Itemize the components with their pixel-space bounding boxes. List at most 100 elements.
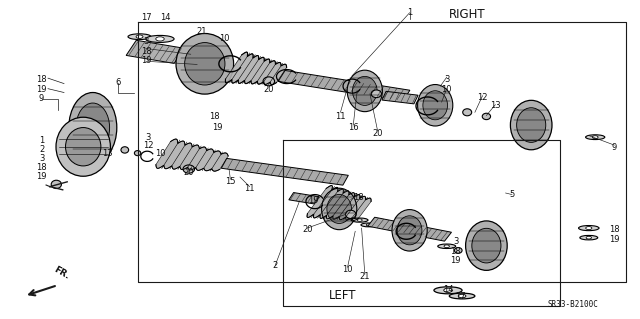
Text: 21: 21 [360,272,370,281]
Ellipse shape [185,43,225,85]
Text: 21: 21 [196,27,207,36]
Text: 6: 6 [116,78,121,87]
Text: 9: 9 [612,143,617,152]
Text: 19: 19 [308,196,319,205]
Ellipse shape [444,245,449,248]
Text: 18: 18 [451,247,461,256]
Text: 16: 16 [348,123,358,132]
Text: 17: 17 [456,292,466,300]
Ellipse shape [346,210,356,219]
Polygon shape [225,52,287,85]
Ellipse shape [146,35,174,42]
Text: 3: 3 [453,237,458,246]
Text: 18: 18 [353,193,364,202]
Ellipse shape [438,244,456,249]
Text: 2: 2 [39,145,44,154]
Ellipse shape [136,35,143,38]
Text: 10: 10 [155,149,165,158]
Ellipse shape [134,151,141,156]
Polygon shape [368,217,451,241]
Ellipse shape [176,33,234,94]
Text: 18: 18 [609,225,620,234]
Text: 3: 3 [146,133,151,142]
Ellipse shape [454,248,462,253]
Ellipse shape [357,219,362,221]
Ellipse shape [76,103,109,152]
Ellipse shape [397,216,422,245]
Text: RIGHT: RIGHT [449,8,486,21]
Ellipse shape [327,195,351,223]
Text: 9: 9 [39,94,44,103]
Polygon shape [382,91,418,104]
Ellipse shape [463,109,472,116]
Text: 20: 20 [372,129,383,138]
Text: 20: 20 [264,85,274,94]
Text: 19: 19 [36,172,47,181]
Ellipse shape [371,90,381,98]
Ellipse shape [423,91,447,120]
Ellipse shape [322,188,357,230]
Polygon shape [221,159,348,185]
Text: 19: 19 [609,235,620,244]
Ellipse shape [128,34,151,40]
Polygon shape [126,40,184,63]
Ellipse shape [449,293,475,299]
Ellipse shape [516,108,546,142]
Text: 1: 1 [39,136,44,145]
Ellipse shape [444,288,452,293]
Text: 20: 20 [184,168,194,177]
Ellipse shape [458,294,466,298]
Text: 10: 10 [342,265,353,274]
Text: 18: 18 [36,163,47,172]
Ellipse shape [586,226,592,230]
Text: 19: 19 [451,256,461,265]
Ellipse shape [586,135,605,140]
Ellipse shape [586,236,591,239]
Text: 1: 1 [407,8,412,17]
Text: 19: 19 [141,56,151,65]
Ellipse shape [366,224,371,226]
Ellipse shape [434,287,462,294]
Ellipse shape [580,235,598,240]
Ellipse shape [418,85,453,126]
Text: 3: 3 [143,37,148,46]
Text: 20: 20 [302,225,312,234]
Ellipse shape [347,70,383,112]
Text: 3: 3 [444,75,449,84]
Text: 11: 11 [335,112,346,121]
Polygon shape [156,139,228,171]
Text: 14: 14 [160,13,170,22]
Ellipse shape [65,128,101,166]
Polygon shape [307,186,371,220]
Text: 3: 3 [39,154,44,163]
Text: SR33-B2100C: SR33-B2100C [547,300,598,309]
Ellipse shape [121,147,129,153]
Ellipse shape [579,226,599,231]
Text: 5: 5 [509,190,515,199]
Ellipse shape [156,37,164,41]
Polygon shape [278,70,410,101]
Text: 18: 18 [209,112,220,121]
Text: 10: 10 [219,34,229,43]
Ellipse shape [593,136,598,138]
Ellipse shape [183,165,195,173]
Text: LEFT: LEFT [329,289,356,301]
Text: FR.: FR. [52,265,71,281]
Text: 13: 13 [102,149,113,158]
Text: 2: 2 [273,261,278,270]
Text: 15: 15 [225,177,236,186]
Polygon shape [289,193,319,204]
Text: 18: 18 [36,75,47,84]
Ellipse shape [56,117,111,176]
Text: 19: 19 [36,85,47,94]
Ellipse shape [351,218,368,222]
Text: 12: 12 [477,93,488,102]
Ellipse shape [483,113,491,120]
Ellipse shape [510,100,552,150]
Ellipse shape [361,223,376,227]
Ellipse shape [69,93,117,163]
Text: 14: 14 [443,285,453,294]
Ellipse shape [353,77,377,106]
Ellipse shape [51,180,61,189]
Text: 17: 17 [141,13,151,22]
